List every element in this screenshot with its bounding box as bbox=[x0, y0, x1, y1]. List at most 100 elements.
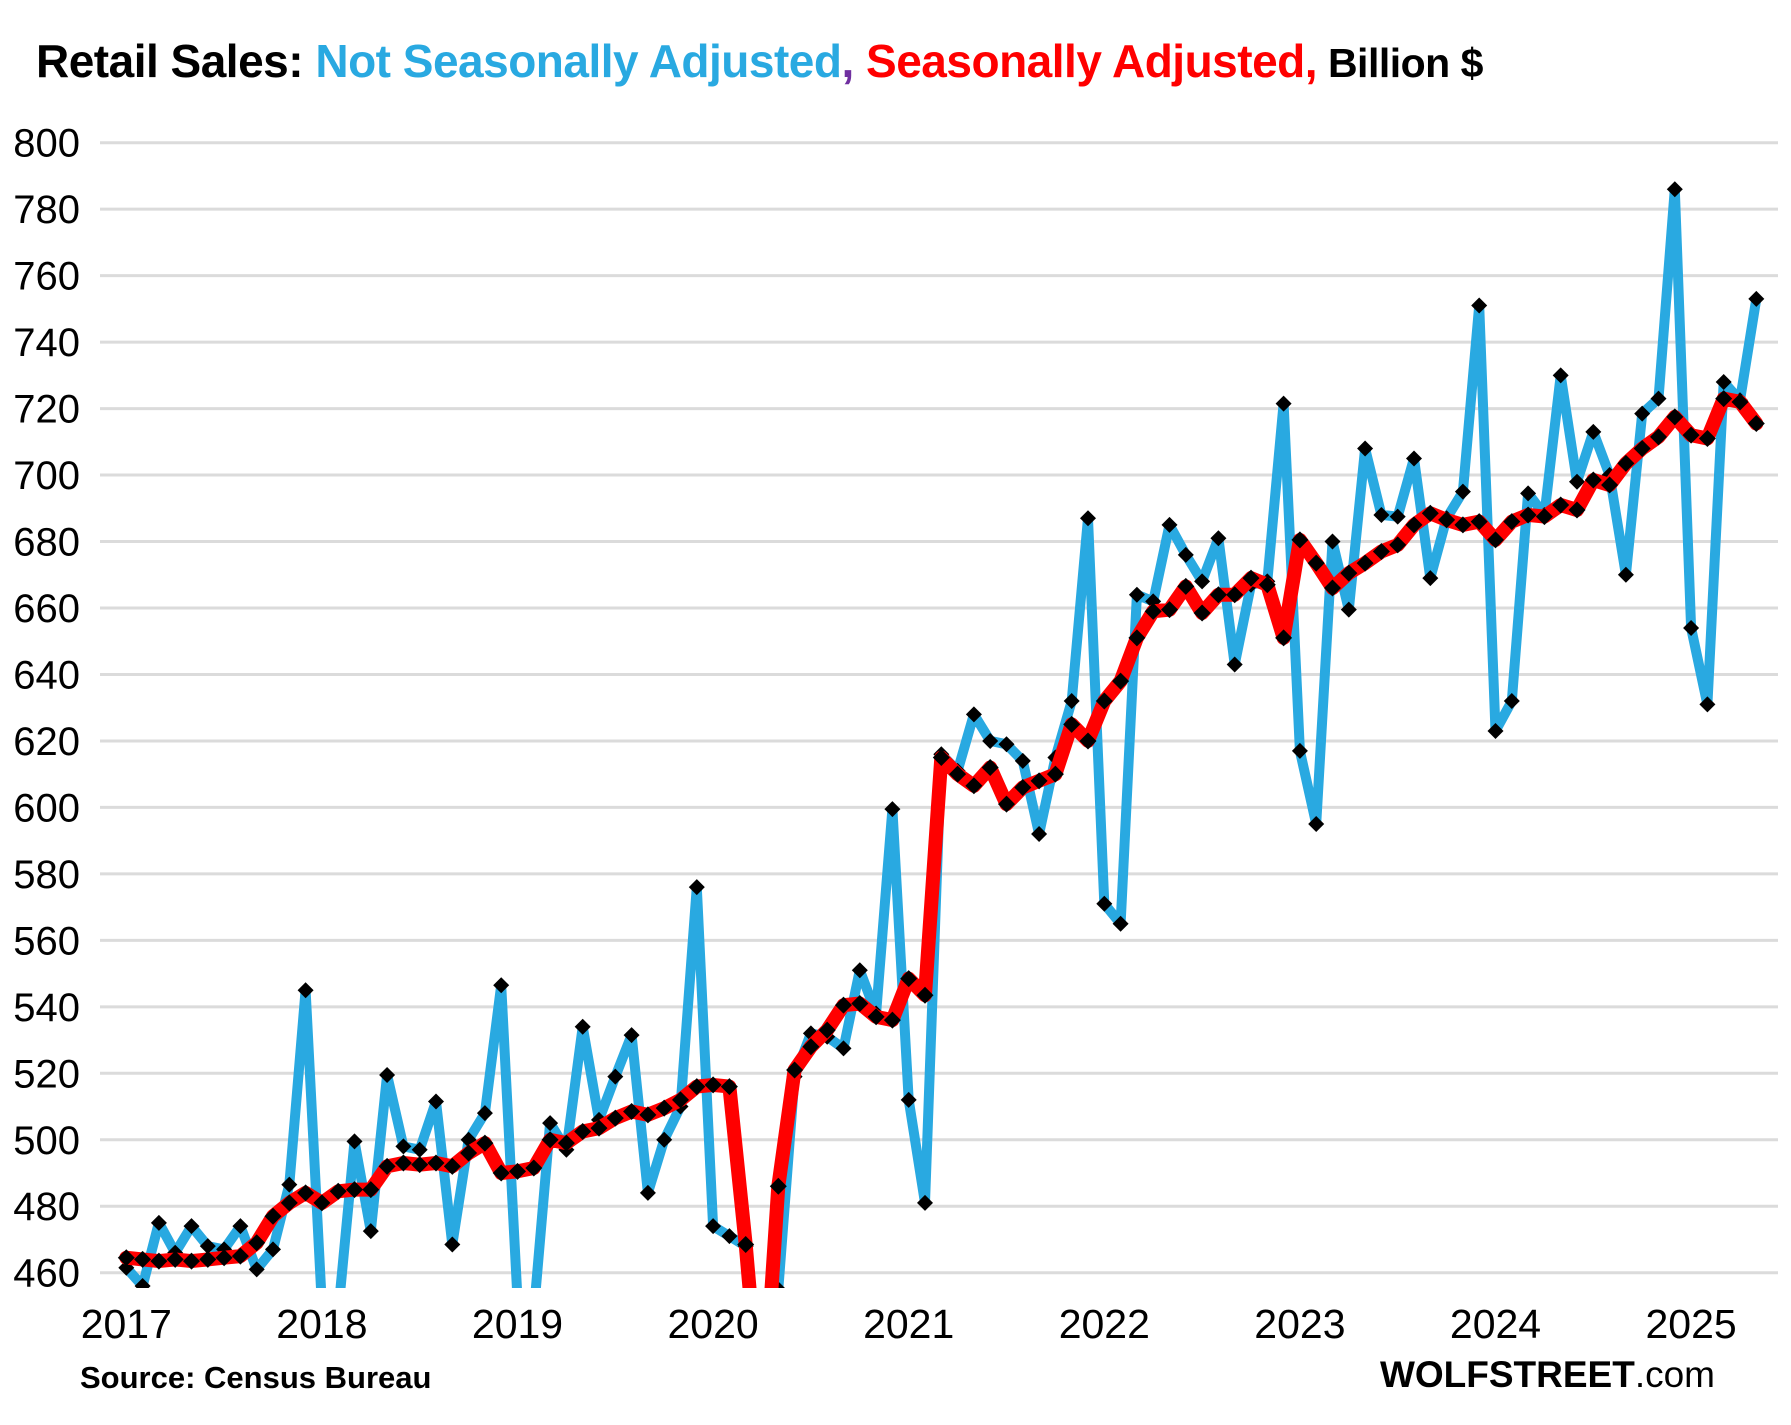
sa-point-marker bbox=[1177, 577, 1195, 595]
sa-point-marker bbox=[639, 1106, 657, 1124]
nsa-point-marker bbox=[1210, 530, 1227, 547]
sa-point-marker bbox=[1161, 601, 1178, 619]
x-axis-label-2017: 2017 bbox=[81, 1301, 172, 1347]
y-axis-label-660: 660 bbox=[13, 587, 80, 631]
sa-point-marker bbox=[476, 1134, 494, 1152]
sa-point-marker bbox=[623, 1103, 641, 1121]
nsa-point-marker bbox=[1112, 915, 1129, 932]
nsa-point-marker bbox=[183, 1218, 200, 1235]
sa-point-marker bbox=[297, 1184, 315, 1202]
title-purple-comma: , bbox=[841, 35, 854, 87]
nsa-point-marker bbox=[265, 1241, 281, 1258]
y-axis-label-580: 580 bbox=[13, 853, 80, 897]
nsa-point-marker bbox=[1373, 506, 1390, 523]
nsa-point-marker bbox=[248, 1261, 265, 1278]
nsa-point-marker bbox=[1617, 566, 1634, 583]
nsa-point-marker bbox=[884, 801, 901, 818]
nsa-point-marker bbox=[1715, 374, 1732, 391]
sa-point-marker bbox=[1666, 408, 1684, 426]
y-axis-label-780: 780 bbox=[13, 188, 80, 232]
sa-point-marker bbox=[346, 1181, 363, 1199]
sa-point-marker bbox=[818, 1021, 836, 1039]
x-axis-label-2022: 2022 bbox=[1059, 1301, 1150, 1347]
sa-point-marker bbox=[900, 970, 918, 988]
nsa-point-marker bbox=[232, 1218, 249, 1235]
sa-point-marker bbox=[1307, 554, 1325, 572]
y-axis-label-540: 540 bbox=[13, 986, 80, 1030]
brand-wolfstreet: WOLFSTREET bbox=[1379, 1354, 1635, 1395]
y-axis-label-460: 460 bbox=[13, 1252, 80, 1296]
sa-point-marker bbox=[1014, 778, 1032, 796]
y-axis-label-600: 600 bbox=[13, 786, 80, 830]
nsa-point-marker bbox=[411, 1141, 428, 1158]
nsa-point-marker bbox=[1226, 656, 1243, 673]
sa-point-marker bbox=[313, 1194, 331, 1212]
nsa-point-marker bbox=[1748, 290, 1765, 307]
y-axis-label-680: 680 bbox=[13, 521, 80, 565]
sa-point-marker bbox=[851, 994, 869, 1012]
x-axis-label-2024: 2024 bbox=[1450, 1301, 1541, 1347]
nsa-point-marker bbox=[1585, 423, 1602, 440]
title-legend-sa: Seasonally Adjusted, bbox=[853, 35, 1318, 87]
sa-point-marker bbox=[1389, 536, 1407, 554]
sa-line bbox=[119, 391, 1764, 1288]
sa-point-marker bbox=[981, 759, 999, 777]
title-unit-label: Billion $ bbox=[1317, 40, 1483, 86]
nsa-point-marker bbox=[1389, 508, 1406, 525]
sa-point-marker bbox=[411, 1156, 429, 1174]
nsa-point-marker bbox=[1487, 722, 1504, 739]
sa-point-marker bbox=[769, 1177, 787, 1195]
y-axis-label-640: 640 bbox=[13, 653, 80, 697]
nsa-point-marker bbox=[1422, 570, 1439, 587]
nsa-point-marker bbox=[428, 1093, 444, 1110]
sa-point-marker bbox=[672, 1091, 689, 1109]
sa-point-marker bbox=[1209, 586, 1227, 604]
sa-point-marker bbox=[492, 1164, 510, 1182]
sa-point-marker bbox=[1601, 476, 1619, 494]
y-axis-label-500: 500 bbox=[13, 1119, 80, 1163]
y-axis-label-520: 520 bbox=[13, 1052, 80, 1096]
nsa-point-marker bbox=[835, 1040, 852, 1057]
nsa-point-marker bbox=[574, 1018, 591, 1035]
nsa-point-marker bbox=[134, 1277, 151, 1288]
sa-point-marker bbox=[1535, 508, 1553, 526]
sa-point-marker bbox=[932, 749, 950, 767]
sa-point-marker bbox=[541, 1131, 559, 1149]
nsa-point-marker bbox=[542, 1115, 559, 1132]
nsa-point-marker bbox=[1503, 693, 1520, 710]
nsa-point-marker bbox=[982, 732, 999, 749]
sa-point-marker bbox=[1193, 604, 1211, 622]
y-axis-label-560: 560 bbox=[13, 919, 80, 963]
sa-point-marker bbox=[916, 986, 934, 1004]
sa-point-marker bbox=[362, 1181, 380, 1199]
sa-point-marker bbox=[117, 1249, 135, 1267]
chart-title: Retail Sales: Not Seasonally Adjusted , … bbox=[36, 34, 1483, 88]
sa-point-marker bbox=[883, 1011, 901, 1029]
nsa-point-marker bbox=[623, 1027, 640, 1044]
nsa-point-marker bbox=[493, 977, 510, 994]
sa-point-marker bbox=[1275, 629, 1293, 647]
nsa-point-marker bbox=[1683, 619, 1700, 636]
y-axis-label-720: 720 bbox=[13, 388, 80, 432]
nsa-point-marker bbox=[965, 706, 982, 723]
sa-point-marker bbox=[737, 1235, 755, 1253]
sa-point-marker bbox=[1568, 501, 1586, 519]
sa-point-marker bbox=[509, 1162, 526, 1180]
nsa-point-marker bbox=[444, 1236, 461, 1253]
x-axis-label-2021: 2021 bbox=[863, 1301, 954, 1347]
sa-point-marker bbox=[1519, 506, 1537, 524]
nsa-point-marker bbox=[1291, 742, 1308, 759]
sa-point-marker bbox=[166, 1250, 184, 1268]
sa-point-marker bbox=[134, 1250, 152, 1268]
nsa-point-marker bbox=[150, 1214, 167, 1231]
nsa-point-marker bbox=[639, 1184, 656, 1201]
title-retail-sales: Retail Sales: bbox=[36, 35, 316, 87]
x-axis-label-2019: 2019 bbox=[472, 1301, 563, 1347]
sa-point-marker bbox=[1372, 543, 1390, 561]
sa-point-marker bbox=[1226, 586, 1244, 604]
sa-point-marker bbox=[1144, 602, 1162, 620]
nsa-point-marker bbox=[1520, 485, 1537, 502]
sa-point-marker bbox=[998, 795, 1015, 813]
y-axis-label-740: 740 bbox=[13, 321, 80, 365]
